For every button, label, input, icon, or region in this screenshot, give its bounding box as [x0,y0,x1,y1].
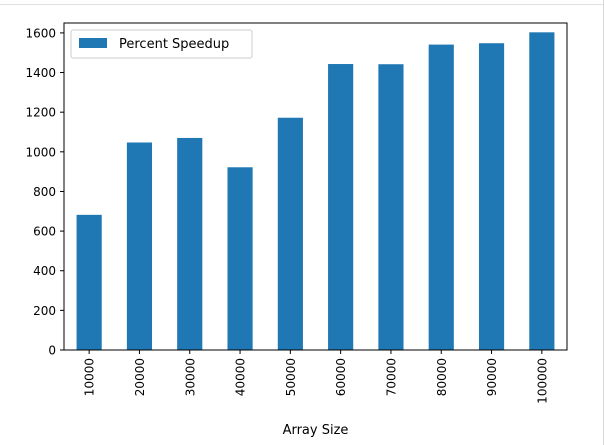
x-tick-label: 30000 [183,358,197,396]
x-tick-label: 90000 [485,358,499,396]
bar-10000 [76,214,102,350]
x-tick-label: 40000 [234,358,248,396]
x-tick-label: 10000 [83,358,97,396]
y-tick-label: 200 [33,304,56,318]
y-tick-label: 400 [33,264,56,278]
legend: Percent Speedup [70,29,253,59]
bar-50000 [277,117,303,350]
x-tick-label: 80000 [435,358,449,396]
bar-40000 [227,167,253,350]
y-axis: 0 200 400 600 800 1000 1200 1400 1600 [25,26,64,358]
plot-frame [63,22,568,351]
bars-group [76,32,555,351]
x-tick-label: 100000 [535,358,549,404]
bar-70000 [378,64,404,351]
y-tick-label: 800 [33,185,56,199]
x-axis: 10000 20000 30000 40000 50000 60000 70000 80000… [83,350,549,404]
y-tick-label: 1600 [25,26,56,40]
x-tick-label: 20000 [133,358,147,396]
bar-90000 [478,43,505,351]
x-tick-label: 50000 [284,358,298,396]
bar-60000 [328,64,354,351]
y-tick-label: 1400 [25,66,56,80]
y-tick-label: 600 [33,225,56,239]
legend-box [70,29,253,59]
x-axis-label: Array Size [283,423,349,438]
x-tick-label: 60000 [334,358,348,396]
notebook-cell-border [0,0,604,5]
bar-30000 [177,137,203,350]
bar-80000 [428,44,454,351]
legend-label: Percent Speedup [119,37,229,52]
legend-swatch [79,38,107,48]
y-tick-label: 0 [48,344,56,358]
y-tick-label: 1000 [25,145,56,159]
x-tick-label: 70000 [384,358,398,396]
bar-20000 [126,142,153,350]
y-tick-label: 1200 [25,106,56,120]
bar-100000 [529,32,555,350]
